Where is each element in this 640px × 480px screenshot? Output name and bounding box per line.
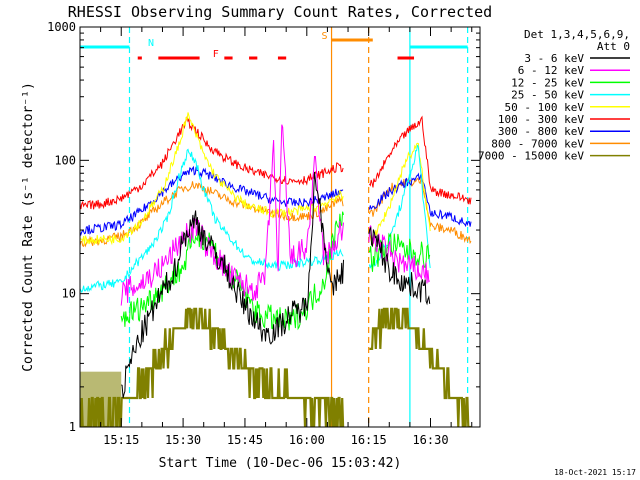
legend-header-2: Att 0 (597, 40, 630, 53)
timestamp: 18-Oct-2021 15:17 (554, 468, 636, 477)
x-axis: 15:15 15:30 15:45 16:00 16:15 16:30 (79, 27, 473, 447)
chart-title: RHESSI Observing Summary Count Rates, Co… (68, 3, 492, 21)
legend-label-9: 7000 - 15000 keV (478, 150, 584, 163)
low-band-fill (80, 371, 122, 427)
legend-header-1: Det 1,3,4,5,6,9, (524, 28, 630, 41)
series-line-5 (80, 112, 431, 246)
series-line-2 (120, 124, 431, 306)
y-tick-label: 1000 (47, 20, 76, 34)
plot-frame (79, 26, 481, 428)
legend-label-8: 800 - 7000 keV (491, 137, 584, 150)
y-tick-label: 100 (54, 153, 76, 167)
legend-label-7: 300 - 800 keV (498, 125, 584, 138)
x-tick-label: 15:45 (227, 433, 263, 447)
y-tick-label: 10 (62, 287, 76, 301)
y-axis-label: Corrected Count Rate (s⁻¹ detector⁻¹) (21, 82, 36, 372)
x-tick-label: 16:00 (289, 433, 325, 447)
legend-label-6: 100 - 300 keV (498, 113, 584, 126)
marker-lines (128, 27, 469, 427)
x-tick-label: 15:30 (165, 433, 201, 447)
series-line-4 (80, 144, 431, 294)
legend-label-5: 50 - 100 keV (505, 101, 585, 114)
series-line-9 (80, 307, 471, 427)
legend-label-4: 25 - 50 keV (511, 89, 584, 102)
flag-bars: N F S (80, 31, 468, 60)
legend-label-2: 6 - 12 keV (518, 64, 585, 77)
x-tick-label: 16:15 (351, 433, 387, 447)
x-tick-label: 16:30 (412, 433, 448, 447)
series-line-7 (80, 165, 472, 237)
flag-label-F: F (213, 49, 219, 60)
x-axis-label: Start Time (10-Dec-06 15:03:42) (159, 456, 402, 471)
legend-label-1: 3 - 6 keV (524, 52, 584, 65)
x-tick-label: 15:15 (103, 433, 139, 447)
series-line-1 (120, 171, 431, 399)
legend-label-3: 12 - 25 keV (511, 76, 584, 89)
series-lines (80, 112, 472, 427)
flag-label-N: N (148, 38, 154, 49)
flag-label-S: S (322, 31, 328, 42)
y-tick-label: 1 (69, 420, 76, 434)
series-line-6 (80, 115, 472, 210)
y-axis: 1 10 100 1000 (47, 20, 480, 434)
